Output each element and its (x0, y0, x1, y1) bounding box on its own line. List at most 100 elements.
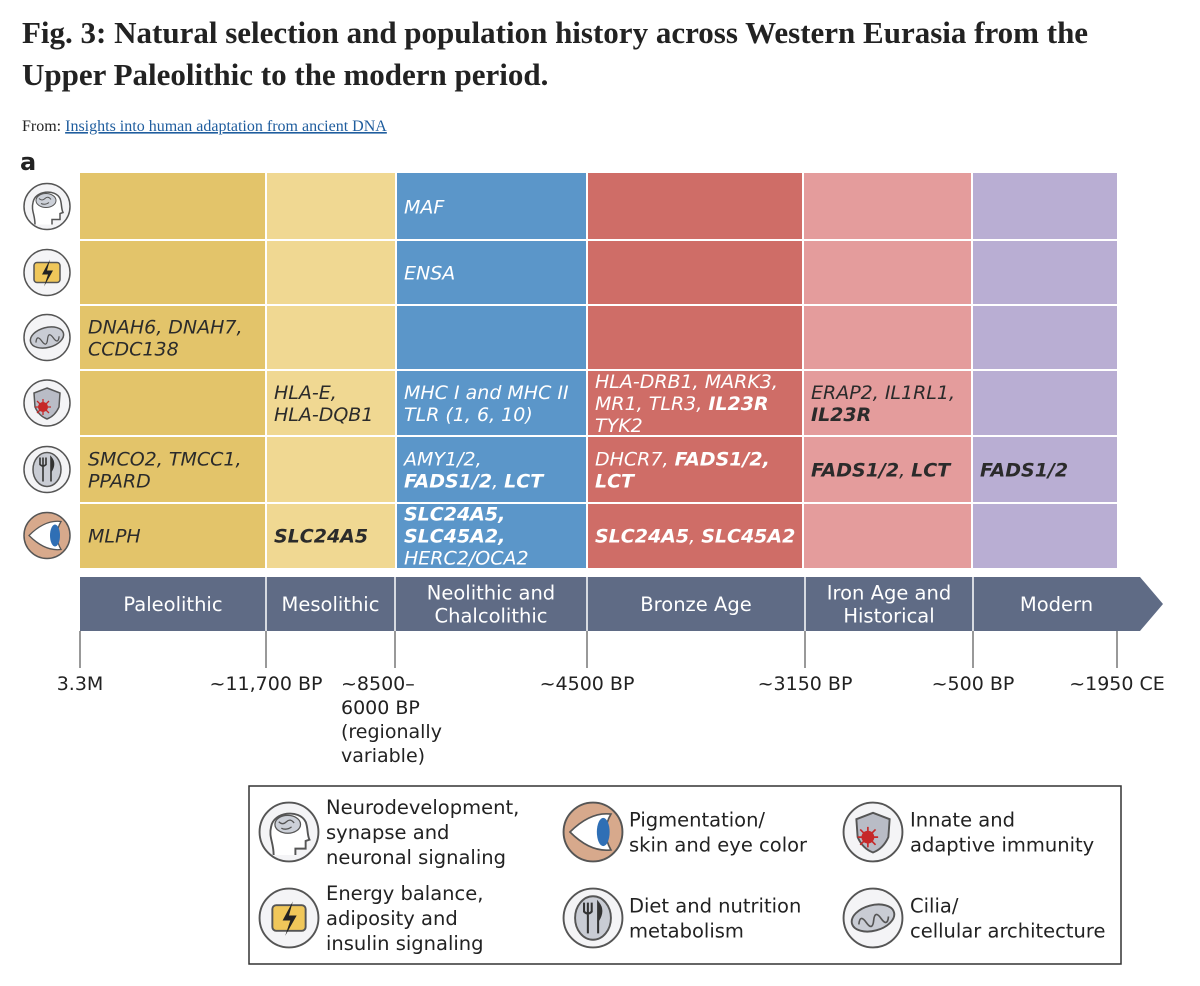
gene-text: HERC2/OCA2 (404, 548, 529, 570)
figure-title: Upper Paleolithic to the modern period. (22, 57, 548, 92)
gene-text: IL23R (811, 404, 871, 426)
category-icon (23, 511, 71, 560)
gene-text: DNAH6, DNAH7, (88, 317, 243, 339)
gene-text: SLC24A5 (274, 526, 368, 548)
legend-icon (842, 887, 904, 949)
gene-text: MHC I and MHC II (404, 382, 569, 404)
date-label: ~3150 BP (758, 673, 853, 695)
category-icon (23, 445, 71, 494)
date-label: ~8500– (341, 673, 415, 695)
period-label: Historical (843, 605, 934, 628)
gene-text: TYK2 (595, 415, 643, 437)
gene-name: IL23R (811, 404, 871, 426)
legend-icon (842, 801, 904, 863)
gene-name: LCT (911, 460, 952, 482)
period-label: Iron Age and (827, 582, 951, 605)
gene-text: SLC24A5, (404, 504, 505, 526)
gene-name: SLC24A5 (274, 526, 368, 548)
gene-name: FADS1/2 (404, 471, 492, 493)
legend-icon (562, 801, 624, 863)
timeline: Paleolithic Mesolithic Neolithic andChalco… (57, 577, 1165, 767)
legend-label: synapse and (326, 821, 449, 844)
date-label: (regionally (341, 721, 442, 743)
gene-text: SLC45A2, (404, 526, 505, 548)
gene-text: AMY1/2, (402, 449, 482, 471)
gene-name: HLA-E, (274, 382, 337, 404)
gene-name: TYK2 (595, 415, 643, 437)
gene-text: LCT (595, 471, 636, 493)
gene-text: ENSA (404, 263, 455, 285)
gene-name: MLPH (88, 526, 141, 548)
gene-text: ERAP2, IL1RL1, (811, 382, 955, 404)
gene-name: MAF (404, 197, 445, 219)
gene-text: HLA-DRB1, MARK3, (595, 371, 778, 393)
gene-text: FADS1/2 (980, 460, 1068, 482)
figure-title: Fig. 3: Natural selection and population… (22, 15, 1088, 50)
timeline-band (80, 577, 1163, 631)
gene-text: CCDC138 (88, 339, 179, 361)
panel-label: a (20, 148, 36, 176)
gene-name: SMCO2, TMCC1, (88, 449, 242, 471)
period-label: Mesolithic (282, 593, 380, 616)
date-label: 3.3M (57, 673, 104, 695)
category-icon (23, 248, 71, 297)
gene-name: MR1, TLR3, (595, 393, 702, 415)
gene-text: FADS1/2, LCT (404, 471, 545, 493)
source: From: Insights into human adaptation fro… (22, 118, 387, 135)
gene-name: SLC24A5 (595, 526, 689, 548)
gene-name: FADS1/2 (811, 460, 899, 482)
gene-text: SLC24A5, SLC45A2 (595, 526, 795, 548)
date-label: ~500 BP (932, 673, 1015, 695)
gene-name: AMY1/2, (402, 449, 482, 471)
gene-name: SLC24A5, (404, 504, 505, 526)
gene-name: FADS1/2 (980, 460, 1068, 482)
gene-name: SLC45A2 (701, 526, 795, 548)
gene-name: CCDC138 (88, 339, 179, 361)
period-label: Neolithic and (427, 582, 555, 605)
gene-name: TLR (1, 6, 10) (404, 404, 533, 426)
gene-text: MLPH (88, 526, 141, 548)
legend-label: skin and eye color (629, 834, 808, 857)
gene-text: MR1, TLR3, IL23R (595, 393, 769, 415)
gene-name: PPARD (88, 471, 151, 493)
gene-text: PPARD (88, 471, 151, 493)
gene-text: HLA-E, (274, 382, 337, 404)
legend-label: Diet and nutrition (629, 895, 801, 918)
period-label: Chalcolithic (435, 605, 548, 628)
legend-label: insulin signaling (326, 932, 484, 955)
category-icon (23, 379, 71, 427)
gene-name: IL23R (708, 393, 768, 415)
gene-text: FADS1/2, LCT (811, 460, 952, 482)
gene-text: SMCO2, TMCC1, (88, 449, 242, 471)
legend-label: Cilia/ (910, 895, 959, 918)
date-label: ~1950 CE (1069, 673, 1165, 695)
gene-name: LCT (595, 471, 636, 493)
category-icon (23, 182, 71, 231)
gene-name: ERAP2, IL1RL1, (811, 382, 955, 404)
date-label: 6000 BP (341, 697, 420, 719)
date-label: ~4500 BP (540, 673, 635, 695)
gene-name: HERC2/OCA2 (404, 548, 529, 570)
gene-name: HLA-DQB1 (274, 404, 373, 426)
gene-name: ENSA (404, 263, 455, 285)
gene-name: , (492, 471, 498, 493)
period-label: Paleolithic (123, 593, 222, 616)
gene-name: HLA-DRB1, MARK3, (595, 371, 778, 393)
date-label: ~11,700 BP (210, 673, 323, 695)
gene-name: , (899, 460, 905, 482)
gene-text: TLR (1, 6, 10) (404, 404, 533, 426)
gene-name: SLC45A2, (404, 526, 505, 548)
legend-label: Energy balance, (326, 882, 483, 905)
legend-box (248, 785, 1122, 965)
source-link[interactable]: Insights into human adaptation from anci… (65, 118, 387, 135)
legend-label: adiposity and (326, 907, 458, 930)
gene-name: LCT (504, 471, 545, 493)
legend-label: neuronal signaling (326, 846, 506, 869)
source-prefix: From: (22, 118, 61, 135)
gene-name: , (689, 526, 695, 548)
gene-name: FADS1/2, (675, 449, 770, 471)
legend-label: adaptive immunity (910, 834, 1094, 857)
period-label: Modern (1020, 593, 1093, 616)
